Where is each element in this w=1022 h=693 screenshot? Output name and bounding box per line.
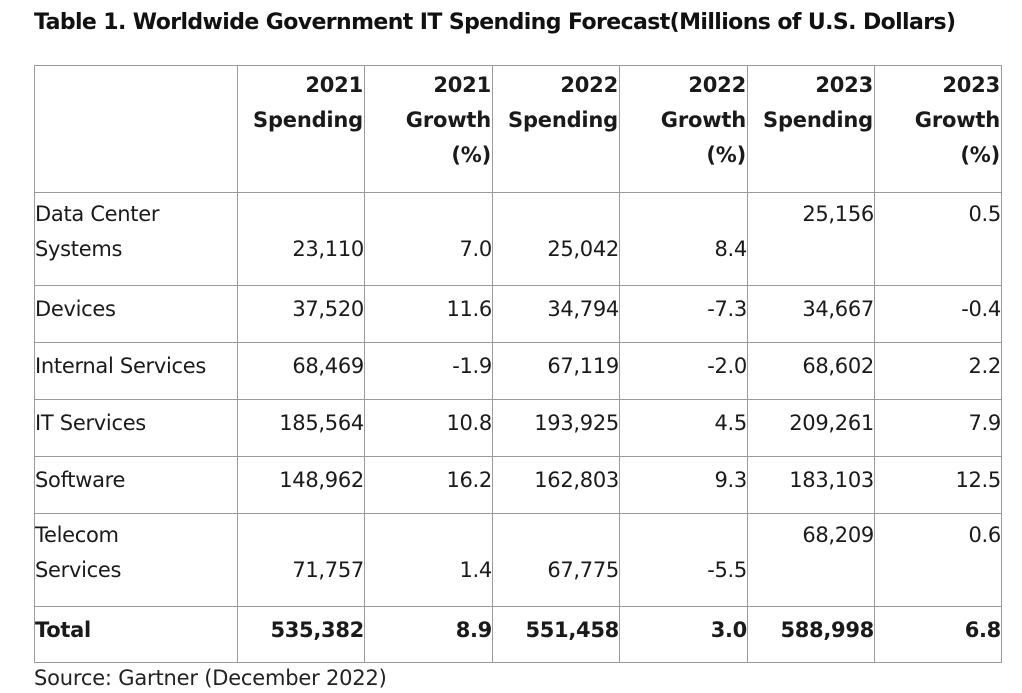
row-category: IT Services	[34, 399, 238, 457]
row-category: Data Center Systems	[34, 192, 238, 286]
spending-table: 2021 Spending 2021 Growth (%) 2022 Spend…	[34, 65, 1002, 663]
cell-2023-spending: 34,667	[747, 285, 875, 343]
cell-2022-growth: -7.3	[619, 285, 748, 343]
header-2022-spending: 2022 Spending	[492, 65, 620, 193]
header-row: 2021 Spending 2021 Growth (%) 2022 Spend…	[34, 65, 1002, 193]
cell-2023-growth: 12.5	[874, 456, 1002, 514]
header-2022-growth: 2022 Growth (%)	[619, 65, 748, 193]
cell-2022-spending: 67,775	[492, 513, 620, 607]
row-category: Devices	[34, 285, 238, 343]
row-category: Software	[34, 456, 238, 514]
cell-2023-growth: 2.2	[874, 342, 1002, 400]
cell-2023-spending: 68,602	[747, 342, 875, 400]
cell-2022-spending: 34,794	[492, 285, 620, 343]
row-category: Internal Services	[34, 342, 238, 400]
cell-2021-growth: 16.2	[364, 456, 493, 514]
cell-2022-growth: 8.4	[619, 192, 748, 286]
cell-2021-growth: 1.4	[364, 513, 493, 607]
cell-2022-spending: 67,119	[492, 342, 620, 400]
cell-2021-spending: 23,110	[237, 192, 365, 286]
cell-2022-growth: -2.0	[619, 342, 748, 400]
cell-2023-growth: 6.8	[874, 606, 1002, 663]
cell-2022-spending: 162,803	[492, 456, 620, 514]
cell-2022-growth: -5.5	[619, 513, 748, 607]
table-row-telecom-services: Telecom Services 71,757 1.4 67,775 -5.5 …	[34, 513, 1002, 607]
header-2023-growth: 2023 Growth (%)	[874, 65, 1002, 193]
cell-2021-growth: 10.8	[364, 399, 493, 457]
cell-2021-spending: 37,520	[237, 285, 365, 343]
row-category: Telecom Services	[34, 513, 238, 607]
cell-2023-spending: 183,103	[747, 456, 875, 514]
table-row-software: Software 148,962 16.2 162,803 9.3 183,10…	[34, 456, 1002, 514]
header-category-cell	[34, 65, 238, 193]
cell-2022-spending: 25,042	[492, 192, 620, 286]
cell-2021-spending: 185,564	[237, 399, 365, 457]
cell-2022-growth: 3.0	[619, 606, 748, 663]
source-note: Source: Gartner (December 2022)	[34, 666, 387, 690]
header-2021-growth: 2021 Growth (%)	[364, 65, 493, 193]
table-row-total: Total 535,382 8.9 551,458 3.0 588,998 6.…	[34, 606, 1002, 663]
row-category: Total	[34, 606, 238, 663]
cell-2022-spending: 551,458	[492, 606, 620, 663]
cell-2023-growth: 0.6	[874, 513, 1002, 607]
cell-2021-growth: 7.0	[364, 192, 493, 286]
cell-2021-growth: 11.6	[364, 285, 493, 343]
cell-2023-spending: 25,156	[747, 192, 875, 286]
cell-2021-spending: 535,382	[237, 606, 365, 663]
cell-2023-growth: 7.9	[874, 399, 1002, 457]
table-row-devices: Devices 37,520 11.6 34,794 -7.3 34,667 -…	[34, 285, 1002, 343]
cell-2021-growth: 8.9	[364, 606, 493, 663]
cell-2022-spending: 193,925	[492, 399, 620, 457]
cell-2021-spending: 71,757	[237, 513, 365, 607]
table-row-it-services: IT Services 185,564 10.8 193,925 4.5 209…	[34, 399, 1002, 457]
cell-2023-growth: 0.5	[874, 192, 1002, 286]
cell-2021-spending: 148,962	[237, 456, 365, 514]
table-title: Table 1. Worldwide Government IT Spendin…	[34, 10, 956, 35]
header-2023-spending: 2023 Spending	[747, 65, 875, 193]
cell-2023-growth: -0.4	[874, 285, 1002, 343]
cell-2023-spending: 68,209	[747, 513, 875, 607]
cell-2023-spending: 209,261	[747, 399, 875, 457]
cell-2022-growth: 4.5	[619, 399, 748, 457]
cell-2021-growth: -1.9	[364, 342, 493, 400]
cell-2021-spending: 68,469	[237, 342, 365, 400]
cell-2023-spending: 588,998	[747, 606, 875, 663]
header-2021-spending: 2021 Spending	[237, 65, 365, 193]
table-row-internal-services: Internal Services 68,469 -1.9 67,119 -2.…	[34, 342, 1002, 400]
table-row-data-center-systems: Data Center Systems 23,110 7.0 25,042 8.…	[34, 192, 1002, 286]
cell-2022-growth: 9.3	[619, 456, 748, 514]
